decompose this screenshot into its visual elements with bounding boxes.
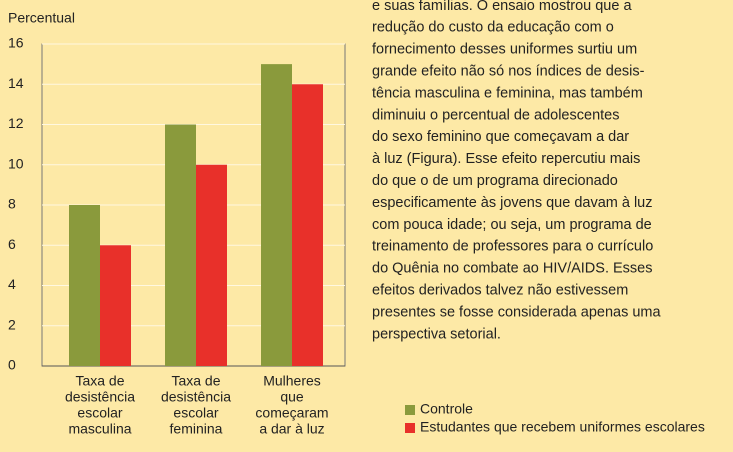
body-text: efeitos derivados talvez não estivessem [372,283,628,299]
body-text: presentes se fosse considerada apenas um… [372,304,662,320]
y-tick-label: 10 [8,155,24,171]
body-text: redução do custo da educação com o [372,20,614,36]
x-tick-label: a dar à luz [259,421,324,437]
y-tick-label: 12 [8,115,24,131]
x-tick-label: desistência [161,389,231,405]
x-tick-label: Mulheres [263,373,321,389]
body-text: grande efeito não só nos índices de desi… [372,64,645,80]
legend-label: Controle [420,401,473,417]
y-tick-label: 16 [8,35,24,51]
y-tick-label: 2 [8,316,16,332]
x-tick-label: escolar [77,405,122,421]
body-text: tência masculina e feminina, mas também [372,85,643,101]
body-text: com pouca idade; ou seja, um programa de [372,217,652,233]
y-tick-label: 14 [8,75,24,91]
y-tick-label: 6 [8,236,16,252]
x-tick-label: desistência [65,389,135,405]
body-text: diminuiu o percentual de adolescentes [372,107,619,123]
bar [261,64,292,366]
y-tick-label: 0 [8,357,16,373]
bar [196,164,227,366]
y-tick-label: 4 [8,276,16,292]
body-text: especificamente às jovens que davam à lu… [372,195,653,211]
body-text: treinamento de professores para o curríc… [372,239,653,255]
body-text: perspectiva setorial. [372,326,501,342]
body-text: fornecimento desses uniformes surtiu um [372,42,637,58]
x-tick-label: escolar [173,405,218,421]
body-text: do sexo feminino que começavam a dar [372,129,629,145]
x-tick-label: feminina [170,421,223,437]
body-text: do que o de um programa direcionado [372,173,618,189]
y-tick-label: 8 [8,196,16,212]
bar [100,245,131,366]
body-text: do Quênia no combate ao HIV/AIDS. Esses [372,261,652,277]
legend-swatch [405,405,415,415]
bar [292,84,323,366]
legend-swatch [405,423,415,433]
legend-label: Estudantes que recebem uniformes escolar… [420,419,705,435]
y-axis-label: Percentual [8,10,75,26]
x-tick-label: Taxa de [171,373,220,389]
body-text: à luz (Figura). Esse efeito repercutiu m… [372,151,640,167]
x-tick-label: Taxa de [75,373,124,389]
bar [69,205,100,366]
x-tick-label: começaram [255,405,328,421]
body-text: e suas famílias. O ensaio mostrou que a [372,0,632,14]
x-tick-label: masculina [68,421,131,437]
bar [165,124,196,366]
x-tick-label: que [280,389,304,405]
